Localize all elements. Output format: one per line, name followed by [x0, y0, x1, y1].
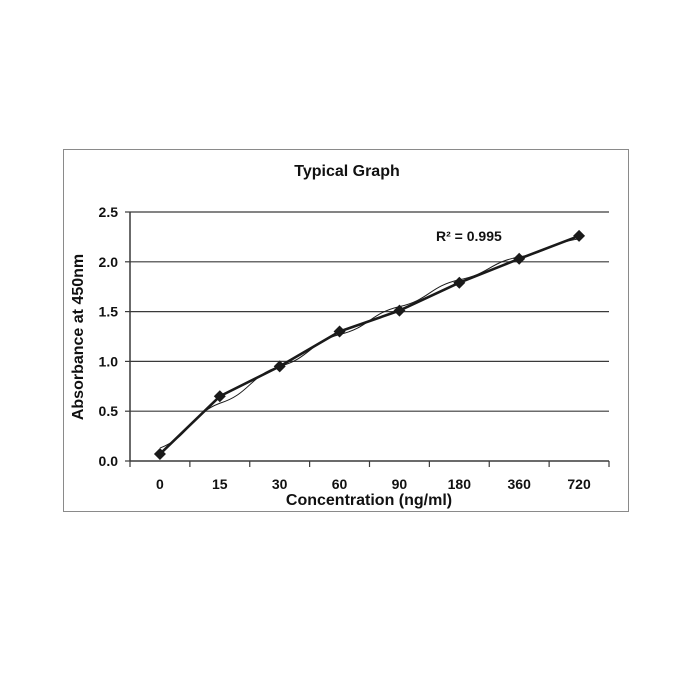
data-point-marker: [333, 325, 346, 338]
y-tick-label: 0.5: [99, 403, 119, 419]
trendline-group: [159, 238, 580, 449]
x-tick-label: 720: [567, 476, 591, 492]
y-tick-label: 2.5: [99, 204, 119, 220]
x-tick-label: 30: [272, 476, 288, 492]
data-point-marker: [573, 229, 586, 242]
y-tick-label: 2.0: [99, 254, 119, 270]
data-point-marker: [513, 252, 526, 265]
grid-lines: [130, 211, 609, 412]
x-tick-label: 180: [448, 476, 472, 492]
series-group: [153, 229, 586, 461]
y-tick-label: 0.0: [99, 453, 119, 469]
x-axis-label: Concentration (ng/ml): [286, 492, 452, 509]
y-tick-label: 1.5: [99, 304, 119, 320]
r-squared-annotation: R² = 0.995: [436, 228, 502, 244]
data-point-marker: [153, 448, 166, 461]
x-tick-label: 360: [508, 476, 532, 492]
data-point-marker: [393, 304, 406, 317]
x-tick-label: 15: [212, 476, 228, 492]
data-point-marker: [453, 276, 466, 289]
y-axis: 0.0 0.5 1.0 1.5 2.0 2.5: [99, 204, 131, 469]
data-point-marker: [273, 360, 286, 373]
series-line: [159, 234, 580, 455]
chart-title: Typical Graph: [294, 163, 400, 180]
y-axis-label: Absorbance at 450nm: [70, 254, 87, 420]
data-point-marker: [213, 390, 226, 403]
trendline: [159, 238, 580, 449]
x-tick-label: 90: [392, 476, 408, 492]
x-axis: 0 15 30 60 90 180 360 720: [129, 460, 610, 492]
y-tick-label: 1.0: [99, 353, 119, 369]
x-tick-label: 0: [156, 476, 164, 492]
x-tick-label: 60: [332, 476, 348, 492]
